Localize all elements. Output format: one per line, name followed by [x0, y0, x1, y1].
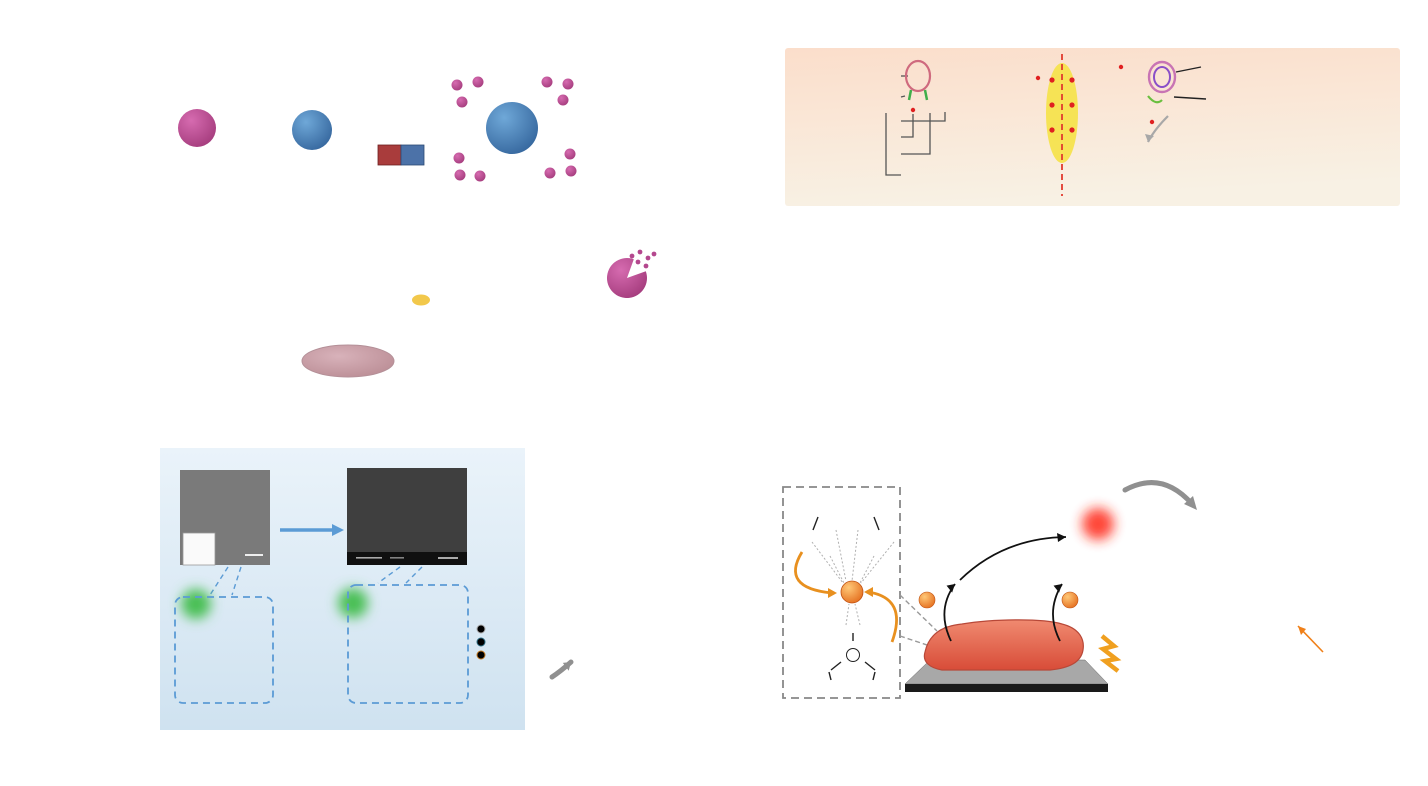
size-histogram-inset	[182, 532, 216, 566]
ecl-glow	[338, 588, 368, 618]
electron-sphere	[918, 591, 936, 609]
ecl-glow	[181, 589, 211, 619]
tem-image	[180, 470, 270, 566]
coordination-dotted-lines	[811, 529, 895, 626]
magnetic-bead	[178, 109, 216, 147]
emission-arrow	[959, 536, 1067, 581]
to-chart-arrowhead	[1184, 496, 1197, 510]
signal-bead-large	[486, 102, 538, 154]
mog-gel	[923, 619, 1084, 671]
rA-site	[910, 107, 916, 113]
structure-dashed-box	[782, 486, 901, 699]
ligand-bonds	[828, 633, 876, 681]
scheme-background	[785, 48, 1400, 206]
half-sphere	[606, 258, 647, 299]
stepping-arrowhead	[1145, 134, 1154, 142]
eu-ion	[840, 580, 864, 604]
inactive-core-stem	[923, 89, 929, 101]
zoom-callout-lines	[209, 566, 423, 596]
nanoparticle-probe	[292, 110, 332, 150]
active-core-connector	[1173, 96, 1207, 100]
electrode-disk	[301, 344, 395, 378]
to-chart-arrow	[1122, 480, 1195, 507]
induce-arrowhead	[332, 524, 344, 536]
arrowhead	[1057, 533, 1066, 542]
sem-infobar	[347, 552, 467, 565]
active-core-hook	[1147, 95, 1163, 104]
dcbd-outer-ring	[1147, 60, 1177, 94]
dcbd-connector	[1175, 66, 1202, 73]
flow-arrowhead	[562, 662, 571, 671]
energy-arrow-right	[867, 590, 898, 643]
legend-Zn-icon	[476, 650, 486, 660]
atom-legend	[476, 624, 486, 660]
panel-d	[782, 480, 1324, 699]
released-bead	[606, 249, 657, 299]
panel-c	[160, 448, 574, 730]
target-binding-loop	[904, 59, 932, 93]
energy-arrowhead	[828, 588, 837, 598]
magnet-icon	[377, 144, 425, 166]
energy-arrow-left	[794, 551, 833, 595]
label-connectors	[885, 75, 946, 176]
panel-a	[178, 76, 657, 378]
ru-anchor-dots	[1035, 64, 1155, 133]
nanoparticle-capture	[178, 109, 216, 147]
bond	[812, 516, 819, 531]
exosome-ellipse	[1046, 63, 1078, 163]
legend-O-icon	[476, 624, 486, 634]
dcbd-inner-ring	[1153, 66, 1171, 88]
excitation-zigzag	[1098, 634, 1122, 673]
electron-sphere	[1061, 591, 1079, 609]
enzyme-dot	[412, 294, 430, 306]
aromatic-circle	[846, 648, 860, 662]
scheme-left-labels	[885, 75, 946, 176]
inactive-core-stem	[907, 89, 913, 101]
np-dashed-box	[174, 596, 274, 704]
agg-dashed-box	[347, 584, 469, 704]
electrode-slab-front	[905, 684, 1108, 692]
bond	[873, 516, 880, 531]
inset-pointer-arrowhead	[1298, 626, 1306, 635]
sem-image	[347, 468, 467, 565]
energy-arrowhead	[864, 587, 873, 597]
signal-bead	[292, 110, 332, 150]
sandwich-structure	[451, 76, 577, 182]
panel-b	[785, 48, 1400, 206]
legend-Si-icon	[476, 637, 486, 647]
hv-glow	[1082, 508, 1114, 540]
arrowhead	[1053, 584, 1062, 593]
arrowhead	[946, 584, 955, 593]
